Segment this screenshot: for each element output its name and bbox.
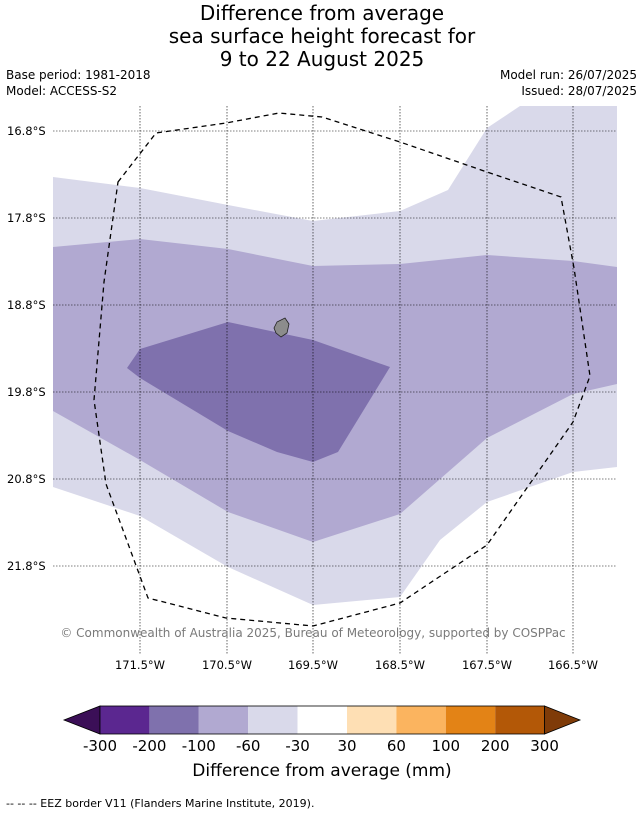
colorbar-arrow-right [544, 705, 582, 735]
colorbar-tick: -30 [285, 737, 310, 755]
lon-label: 169.5°W [288, 658, 338, 672]
lon-label: 167.5°W [462, 658, 512, 672]
colorbar [62, 705, 582, 735]
lat-label: 16.8°S [7, 124, 46, 138]
lat-label: 19.8°S [7, 385, 46, 399]
lon-label: 171.5°W [115, 658, 165, 672]
title-line-2: sea surface height forecast for [168, 24, 476, 48]
title-line-1: Difference from average [199, 1, 445, 25]
colorbar-tick: -100 [182, 737, 216, 755]
colorbar-tick: -300 [83, 737, 117, 755]
island-land [273, 317, 290, 338]
colorbar-segment [347, 706, 397, 734]
lon-label: 170.5°W [202, 658, 252, 672]
eez-border [93, 112, 591, 627]
model-name: Model: ACCESS-S2 [6, 84, 118, 98]
latitude-labels: 16.8°S 17.8°S 18.8°S 19.8°S 20.8°S 21.8°… [7, 124, 46, 573]
colorbar-tick: 60 [387, 737, 406, 755]
lon-label: 168.5°W [375, 658, 425, 672]
colorbar-segment [198, 706, 249, 734]
model-run: Model run: 26/07/2025 [499, 68, 637, 82]
base-period: Base period: 1981-2018 [6, 68, 151, 82]
lon-label: 166.5°W [548, 658, 598, 672]
colorbar-segment [248, 706, 298, 734]
colorbar-segment [149, 706, 199, 734]
latitude-gridlines [53, 130, 617, 567]
colorbar-segment [445, 706, 496, 734]
meta-right: Model run: 26/07/2025 Issued: 28/07/2025 [500, 67, 637, 99]
eez-footnote: -- -- -- EEZ border V11 (Flanders Marine… [6, 797, 315, 810]
lat-label: 17.8°S [7, 211, 46, 225]
colorbar-segment [396, 706, 446, 734]
colorbar-tick: 30 [337, 737, 356, 755]
issued-date: Issued: 28/07/2025 [521, 84, 637, 98]
colorbar-label: Difference from average (mm) [192, 761, 452, 781]
longitude-labels: 171.5°W 170.5°W 169.5°W 168.5°W 167.5°W … [115, 658, 598, 672]
meta-left: Base period: 1981-2018 Model: ACCESS-S2 [6, 67, 151, 99]
colorbar-arrow-left [62, 705, 101, 735]
colorbar-segment [100, 706, 150, 734]
colorbar-tick: 100 [431, 737, 460, 755]
colorbar-tick: 200 [481, 737, 510, 755]
colorbar-tick: -200 [132, 737, 166, 755]
colorbar-segment [495, 706, 545, 734]
chart-title: Difference from average sea surface heig… [0, 2, 644, 71]
colorbar-segment [297, 706, 347, 734]
lat-label: 18.8°S [7, 298, 46, 312]
title-line-3: 9 to 22 August 2025 [219, 47, 425, 71]
colorbar-tick: -60 [236, 737, 261, 755]
longitude-gridlines [139, 106, 574, 655]
colorbar-ticks: -300 -200 -100 -60 -30 30 60 100 200 300 [83, 737, 559, 755]
colorbar-frame [99, 705, 546, 735]
lat-label: 20.8°S [7, 472, 46, 486]
copyright-text: © Commonwealth of Australia 2025, Bureau… [60, 626, 565, 640]
colorbar-tick: 300 [530, 737, 559, 755]
lat-label: 21.8°S [7, 559, 46, 573]
